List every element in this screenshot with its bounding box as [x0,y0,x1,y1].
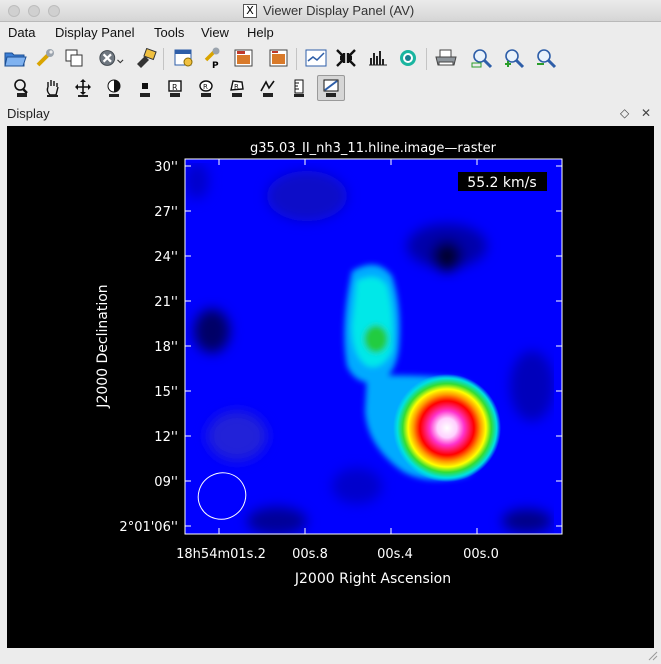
printer-icon[interactable] [433,46,459,70]
raster-plot: 30'' 27'' 24'' 21'' 18'' 15'' 12'' 09'' … [95,141,563,587]
image-title: g35.03_II_nh3_11.hline.image—raster [250,141,497,156]
export-image-icon[interactable] [231,46,257,70]
menu-tools[interactable]: Tools [154,25,185,40]
toolbar-separator [296,48,297,70]
ytick-label: 09'' [154,475,178,490]
window-title: Viewer Display Panel (AV) [263,3,415,18]
svg-text:R: R [203,83,208,91]
ytick-label: 21'' [154,295,178,310]
poly-region-icon[interactable]: R [224,76,250,100]
position-velocity-icon[interactable] [317,75,345,101]
save-restore-icon[interactable] [266,46,292,70]
spectral-profile-icon[interactable] [303,46,329,70]
rect-region-icon[interactable]: R [162,76,188,100]
contrast-tool-icon[interactable] [101,76,127,100]
polyline-icon[interactable] [255,76,281,100]
menu-help[interactable]: Help [247,25,274,40]
fit-icon[interactable] [333,46,359,70]
velocity-label-box [458,172,547,191]
menu-data[interactable]: Data [8,25,36,40]
resize-grip[interactable] [646,649,658,661]
dock-float-icon[interactable]: ◇ [620,106,630,120]
noise-features [185,163,554,535]
ytick-label: 15'' [154,385,178,400]
open-icon[interactable] [3,46,29,70]
dock-close-icon[interactable]: ✕ [641,106,652,120]
close-data-icon[interactable] [98,46,124,70]
display-canvas[interactable]: 30'' 27'' 24'' 21'' 18'' 15'' 12'' 09'' … [7,126,654,648]
minimize-window-button[interactable] [28,5,40,17]
close-window-button[interactable] [8,5,20,17]
xtick-label: 00s.0 [463,547,499,562]
panel-options-icon[interactable] [171,46,197,70]
title-bar: X Viewer Display Panel (AV) [0,0,661,22]
copy-panel-icon[interactable] [61,46,87,70]
pan-tool-icon[interactable] [39,76,65,100]
xtick-label: 00s.4 [377,547,413,562]
save-icon[interactable] [133,46,159,70]
ruler-icon[interactable] [286,76,312,100]
toolbar-separator [163,48,164,70]
zoom-out-icon[interactable] [534,46,560,70]
beam-ellipse [197,472,247,520]
histogram-icon[interactable] [365,46,391,70]
zoom-fit-icon[interactable] [470,46,496,70]
menu-bar: Data Display Panel Tools View Help [0,22,661,42]
svg-text:R: R [172,83,178,92]
ytick-label: 18'' [154,340,178,355]
move-tool-icon[interactable] [70,76,96,100]
menu-display-panel[interactable]: Display Panel [55,25,135,40]
color-map-icon[interactable] [395,46,421,70]
x-axis-label: J2000 Right Ascension [294,571,451,587]
display-dock-header: Display ◇ ✕ [0,104,661,124]
point-tool-icon[interactable] [132,76,158,100]
svg-text:R: R [234,83,239,91]
velocity-label: 55.2 km/s [467,175,536,191]
ytick-label: 2°01'06'' [119,520,178,535]
x11-app-icon: X [243,4,257,18]
ytick-label: 27'' [154,205,178,220]
xtick-label: 00s.8 [292,547,328,562]
zoom-window-button[interactable] [48,5,60,17]
menu-view[interactable]: View [201,25,229,40]
ytick-label: 12'' [154,430,178,445]
zoom-in-icon[interactable] [502,46,528,70]
ytick-label: 24'' [154,250,178,265]
y-axis-label: J2000 Declination [95,284,111,408]
ytick-label: 30'' [154,160,178,175]
y-ticks [185,159,562,534]
dock-title: Display [7,106,50,121]
xtick-label: 18h54m01s.2 [176,547,266,562]
ellipse-region-icon[interactable]: R [193,76,219,100]
wrench-icon[interactable] [32,46,58,70]
zoom-tool-icon[interactable] [9,76,35,100]
toolbar-separator [426,48,427,70]
emission-core [393,374,501,482]
svg-text:P: P [212,61,219,69]
print-options-icon[interactable]: P [201,46,227,70]
